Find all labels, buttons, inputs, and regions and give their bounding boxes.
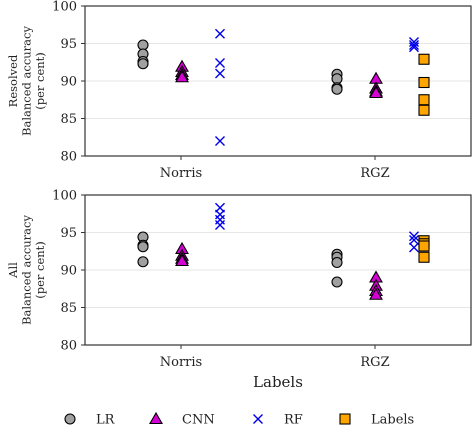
data-point <box>419 54 429 64</box>
legend-marker <box>254 415 263 424</box>
y-tick-label: 85 <box>60 301 77 316</box>
data-point <box>216 221 225 230</box>
data-point <box>332 258 342 268</box>
row-label: All <box>6 262 20 279</box>
legend-item-labels: Labels <box>340 413 414 428</box>
legend-label: Labels <box>371 413 414 428</box>
y-tick-label: 80 <box>60 339 77 354</box>
y-tick-label: 95 <box>60 37 77 52</box>
y-axis-title: ResolvedBalanced accuracy(per cent) <box>6 26 47 136</box>
legend: LR CNN RF Labels <box>65 413 414 428</box>
data-point <box>419 95 429 105</box>
y-tick-label: 90 <box>60 264 77 279</box>
y-axis-label-line: Balanced accuracy <box>20 26 34 136</box>
series-lr <box>138 40 342 94</box>
legend-item-rf: RF <box>254 413 303 428</box>
x-axis-title: Labels <box>253 373 303 391</box>
data-point <box>138 257 148 267</box>
data-point <box>216 215 225 224</box>
panel-top: 80 85 90 95 100 Norris RGZ ResolvedBalanced acc… <box>6 0 471 181</box>
data-point <box>138 59 148 69</box>
legend-marker <box>340 414 350 424</box>
series-rf <box>216 203 419 252</box>
y-tick-label: 85 <box>60 112 77 127</box>
legend-marker <box>150 413 162 424</box>
x-tick-label: RGZ <box>360 355 389 370</box>
data-point <box>419 241 429 251</box>
panel-bottom: 80 85 90 95 100 Norris RGZ AllBalanced accuracy… <box>6 189 471 392</box>
data-point <box>419 78 429 88</box>
data-point <box>216 29 225 38</box>
series-lr <box>138 232 342 287</box>
legend-item-cnn: CNN <box>150 413 215 428</box>
legend-label: LR <box>96 413 116 428</box>
y-axis-label-line: (per cent) <box>33 52 47 110</box>
x-tick-label: Norris <box>160 166 202 181</box>
legend-label: RF <box>284 413 303 428</box>
series-rf <box>216 29 419 145</box>
series-labels <box>419 236 429 263</box>
data-point <box>138 242 148 252</box>
data-point <box>216 137 225 146</box>
series-cnn <box>176 61 382 98</box>
series-cnn <box>176 243 382 299</box>
y-axis-label-line: (per cent) <box>33 241 47 299</box>
y-tick-label: 80 <box>60 150 77 165</box>
data-point <box>419 252 429 262</box>
legend-label: CNN <box>182 413 215 428</box>
y-tick-label: 95 <box>60 226 77 241</box>
data-point <box>419 105 429 115</box>
x-tick-label: RGZ <box>360 166 389 181</box>
legend-item-lr: LR <box>65 413 116 428</box>
series-labels <box>419 54 429 115</box>
x-tick-label: Norris <box>160 355 202 370</box>
data-point <box>410 243 419 252</box>
data-point <box>216 69 225 78</box>
y-axis-label-line: Balanced accuracy <box>20 215 34 325</box>
y-tick-label: 90 <box>60 75 77 90</box>
y-tick-label: 100 <box>52 189 77 204</box>
legend-marker <box>65 414 75 424</box>
data-point <box>216 210 225 219</box>
y-tick-label: 100 <box>52 0 77 15</box>
y-axis-title: AllBalanced accuracy(per cent) <box>6 215 47 325</box>
data-point <box>332 277 342 287</box>
row-label: Resolved <box>6 54 20 107</box>
data-point <box>332 84 342 94</box>
data-point <box>216 59 225 68</box>
